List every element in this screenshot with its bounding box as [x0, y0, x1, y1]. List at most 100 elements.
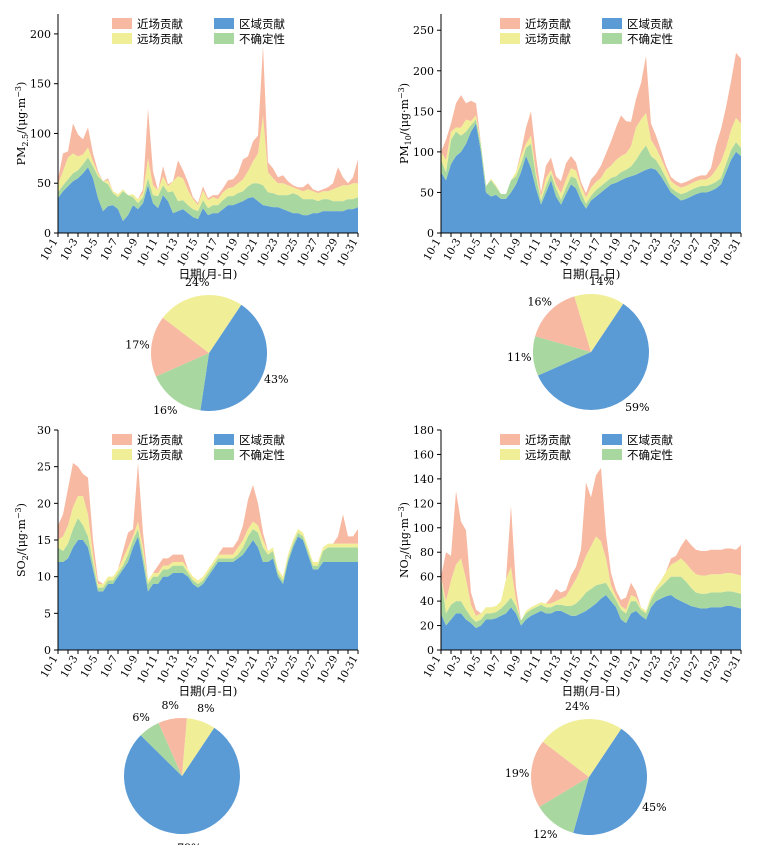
- pie-slice-near-field: [150, 317, 209, 377]
- legend-swatch-far: [500, 33, 520, 44]
- pie-label-uncertain: 12%: [533, 828, 557, 841]
- legend-label-far: 远场贡献: [137, 32, 183, 46]
- pie-label-near-field: 19%: [505, 767, 529, 780]
- legend-label-far: 远场贡献: [525, 32, 571, 46]
- y-tick-label: 100: [413, 146, 434, 159]
- y-tick-label: 120: [413, 497, 434, 510]
- pie-slice-far-field: [542, 718, 622, 777]
- area-far-field-so2: [58, 496, 358, 588]
- y-tick-label: 80: [420, 546, 434, 559]
- area-uncertain-pm10: [441, 119, 741, 209]
- pie-slice-uncertain: [533, 336, 591, 376]
- legend-swatch-near: [500, 434, 520, 445]
- pie-slice-near-field: [530, 741, 589, 807]
- legend-swatch-far: [500, 449, 520, 460]
- legend-label-uncertain: 不确定性: [239, 32, 285, 46]
- y-tick-label: 5: [44, 607, 51, 620]
- y-tick-label: 50: [420, 186, 434, 199]
- y-tick-label: 30: [37, 424, 51, 437]
- x-tick-label: 10-1: [421, 237, 443, 263]
- chart-pie-so2: 78% 6% 8% 8%: [124, 699, 241, 845]
- x-tick-label: 10-7: [98, 237, 120, 263]
- y-tick-label: 150: [413, 105, 434, 118]
- pie-slice-regional: [124, 727, 241, 834]
- legend-swatch-uncertain: [214, 33, 234, 44]
- x-tick-label: 10-3: [58, 654, 80, 680]
- pie-slice-near-field: [535, 296, 591, 352]
- x-tick-label: 10-1: [38, 654, 60, 680]
- area-regional-pm10: [441, 123, 741, 233]
- y-tick-label: 100: [413, 522, 434, 535]
- legend-swatch-uncertain: [214, 449, 234, 460]
- y-tick-label: 150: [30, 78, 51, 91]
- chart-pm25: 05010015020010-110-310-510-710-910-1110-…: [14, 14, 361, 281]
- legend-swatch-near: [112, 18, 132, 29]
- y-tick-label: 50: [37, 177, 51, 190]
- x-tick-label: 10-3: [441, 237, 463, 263]
- legend-swatch-regional: [602, 18, 622, 29]
- x-tick-label: 10-1: [421, 654, 443, 680]
- chart-no2: 0 20 40 60 80 100 120 140 160 180 10-110-310-510-7…: [397, 424, 744, 698]
- y-tick-label: 0: [44, 227, 51, 240]
- legend-label-regional: 区域贡献: [239, 433, 285, 447]
- x-tick-label: 10-7: [98, 654, 120, 680]
- legend-swatch-near: [500, 18, 520, 29]
- pie-label-regional: 43%: [264, 373, 288, 386]
- pie-label-near-field: 8%: [161, 699, 178, 712]
- pie-slice-regional: [200, 304, 268, 412]
- pie-label-uncertain: 16%: [153, 404, 177, 417]
- pie-slice-far-field: [162, 294, 242, 353]
- x-axis-label: 日期(月-日): [562, 684, 621, 698]
- pie-slice-far-field: [182, 718, 215, 776]
- chart-pm10: 05010015020025010-110-310-510-710-910-11…: [397, 14, 744, 281]
- pie-slice-far-field: [574, 293, 624, 352]
- y-tick-label: 0: [427, 644, 434, 657]
- pie-label-near-field: 16%: [527, 296, 551, 309]
- area-regional-no2: [441, 595, 741, 650]
- x-tick-label: 10-7: [481, 237, 503, 263]
- y-tick-label: 20: [37, 497, 51, 510]
- y-axis-label: NO2/(μg·m−3): [397, 502, 413, 578]
- pie-slice-uncertain: [140, 722, 182, 776]
- pie-slice-regional: [573, 728, 647, 835]
- area-far-field-pm25: [58, 115, 358, 212]
- y-tick-label: 10: [37, 571, 51, 584]
- pie-label-regional: 78%: [177, 842, 201, 845]
- legend-swatch-far: [112, 33, 132, 44]
- x-tick-label: 10-3: [441, 654, 463, 680]
- legend-label-far: 远场贡献: [525, 448, 571, 462]
- y-axis-label: PM2.5/(μg·m−3): [14, 82, 30, 166]
- pie-slice-uncertain: [539, 777, 589, 833]
- y-axis-label: SO2/(μg·m−3): [14, 503, 30, 577]
- y-tick-label: 20: [420, 620, 434, 633]
- area-uncertain-pm25: [58, 157, 358, 222]
- y-axis-label: PM10/(μg·m−3): [397, 83, 413, 164]
- chart-pie-pm10: 59% 11% 16% 14%: [507, 275, 650, 414]
- legend-label-uncertain: 不确定性: [627, 448, 673, 462]
- legend-label-regional: 区域贡献: [627, 433, 673, 447]
- x-tick-label: 10-31: [335, 237, 361, 269]
- pie-label-regional: 59%: [625, 401, 649, 414]
- x-tick-label: 10-5: [78, 654, 100, 680]
- area-near-field-pm10: [441, 52, 741, 198]
- x-tick-label: 10-5: [461, 237, 483, 263]
- x-tick-label: 10-1: [38, 237, 60, 263]
- pie-slice-near-field: [158, 718, 187, 776]
- y-tick-label: 180: [413, 424, 434, 437]
- pie-label-regional: 45%: [642, 801, 666, 814]
- y-tick-label: 60: [420, 571, 434, 584]
- area-uncertain-no2: [441, 576, 741, 628]
- x-tick-label: 10-31: [335, 654, 361, 686]
- pie-label-far-field: 24%: [185, 276, 209, 289]
- x-tick-label: 10-31: [718, 237, 744, 269]
- legend-label-uncertain: 不确定性: [239, 448, 285, 462]
- chart-so2: 05101520253010-110-310-510-710-910-1110-…: [14, 424, 361, 698]
- area-far-field-pm10: [441, 112, 741, 204]
- y-tick-label: 100: [30, 127, 51, 140]
- pie-label-far-field: 8%: [197, 702, 214, 715]
- y-tick-label: 200: [413, 65, 434, 78]
- legend-swatch-uncertain: [602, 449, 622, 460]
- legend-label-near: 近场贡献: [137, 17, 183, 31]
- legend-label-far: 远场贡献: [137, 448, 183, 462]
